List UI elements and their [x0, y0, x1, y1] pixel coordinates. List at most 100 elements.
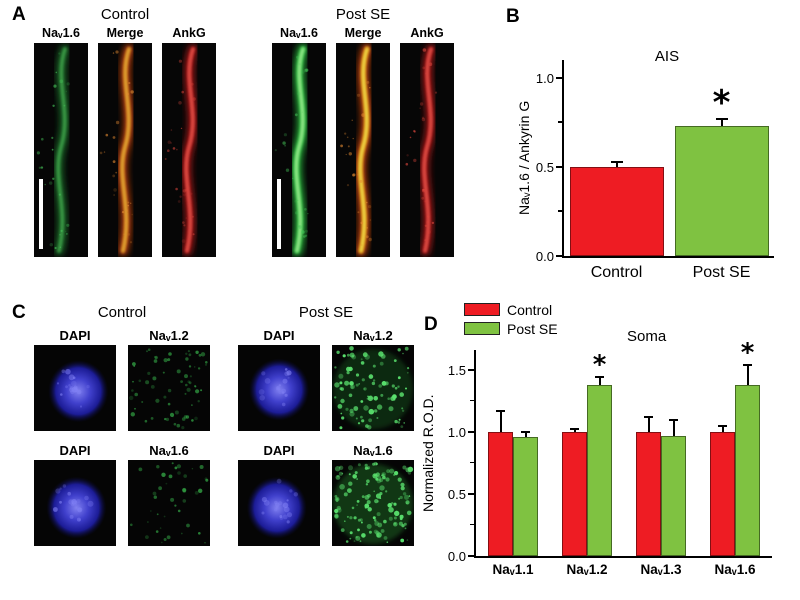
- column-ankg: AnkG: [162, 26, 216, 257]
- panel-a-group-control: Control Naᵥ1.6 Merge AnkG: [34, 6, 216, 257]
- merge-fluorescence-image: [336, 43, 390, 257]
- stain-label-merge: Merge: [344, 26, 382, 40]
- y-minor-tick: [558, 210, 562, 212]
- x-tick-label: Naᵥ1.6: [714, 562, 756, 577]
- bar: [562, 431, 587, 556]
- legend-label-postse: Post SE: [507, 320, 558, 337]
- stain-label-nav12: Naᵥ1.2: [149, 328, 189, 343]
- nav16-image: [332, 460, 414, 546]
- x-tick-label: Post SE: [692, 264, 751, 281]
- error-bar-cap: [644, 416, 653, 419]
- dapi-image: [238, 460, 320, 546]
- y-tick-label: 0.0: [535, 249, 554, 264]
- bar: [661, 435, 686, 556]
- stain-label-dapi: DAPI: [263, 328, 295, 343]
- dapi-image: [238, 345, 320, 431]
- y-tick-label: 0.5: [535, 159, 554, 175]
- y-tick-label: 1.5: [447, 362, 466, 378]
- stain-label-merge: Merge: [106, 26, 144, 40]
- column-nav16: Naᵥ1.6: [34, 26, 88, 257]
- panel-d: D Control Post SE Soma Normalized R.O.D.…: [412, 298, 800, 600]
- error-bar: [598, 377, 601, 385]
- error-bar-cap: [496, 409, 505, 412]
- nav16-fluorescence-image: [34, 43, 88, 257]
- x-tick-label: Naᵥ1.2: [566, 562, 608, 577]
- nav16-fluorescence-image: [272, 43, 326, 257]
- legend-item-control: Control: [464, 300, 558, 319]
- error-bar: [615, 161, 618, 167]
- stain-label-nav12: Naᵥ1.2: [353, 328, 393, 343]
- panel-c-label: C: [12, 302, 26, 323]
- error-bar-cap: [715, 117, 728, 120]
- bar: [587, 384, 612, 556]
- nav12-image: [332, 345, 414, 431]
- bar: [636, 431, 661, 556]
- chart-title-soma: Soma: [627, 328, 667, 345]
- bar: [569, 166, 664, 256]
- error-bar: [746, 364, 749, 385]
- group-title-postse: Post SE: [335, 6, 391, 23]
- error-bar-cap: [610, 160, 623, 163]
- y-tick: [556, 76, 562, 79]
- y-tick: [468, 368, 474, 371]
- bar: [488, 431, 513, 556]
- column-ankg: AnkG: [400, 26, 454, 257]
- error-bar-cap: [718, 424, 727, 427]
- error-bar-cap: [521, 430, 530, 433]
- ais-bar-chart: 0.0 0.5 1.0 Control Post SE *: [536, 60, 774, 281]
- bar: [710, 431, 735, 556]
- significance-asterisk: *: [592, 349, 607, 380]
- y-tick-label: 1.0: [447, 424, 466, 440]
- y-minor-tick: [470, 523, 474, 526]
- significance-asterisk: *: [712, 83, 731, 124]
- panel-b-label: B: [506, 6, 520, 27]
- error-bar-cap: [743, 363, 752, 366]
- panel-a-group-postse: Post SE Naᵥ1.6 Merge AnkG: [272, 6, 454, 257]
- stain-label-dapi: DAPI: [263, 443, 295, 458]
- panel-a-label: A: [12, 4, 26, 25]
- stain-label-nav16: Naᵥ1.6: [353, 443, 393, 458]
- y-tick: [468, 430, 474, 433]
- group-title-postse: Post SE: [298, 304, 354, 321]
- panel-a-groups: Control Naᵥ1.6 Merge AnkG: [34, 6, 488, 257]
- y-axis-label: Naᵥ1.6 / Ankyrin G: [516, 100, 532, 216]
- y-tick: [556, 255, 562, 257]
- y-tick: [468, 555, 474, 557]
- bar: [735, 384, 760, 556]
- x-tick-label: Naᵥ1.3: [640, 562, 682, 577]
- column-nav16: Naᵥ1.6: [272, 26, 326, 257]
- column-merge: Merge: [336, 26, 390, 257]
- y-tick-label: 0.0: [447, 549, 466, 564]
- error-bar: [524, 431, 527, 437]
- image-strip-row: Naᵥ1.6 Merge AnkG: [272, 26, 454, 257]
- stain-label-nav16: Naᵥ1.6: [42, 26, 80, 40]
- stain-label-dapi: DAPI: [59, 443, 91, 458]
- dapi-image: [34, 460, 116, 546]
- error-bar: [720, 118, 723, 126]
- stain-label-dapi: DAPI: [59, 328, 91, 343]
- panel-c-groups: Control DAPI Naᵥ1.2 DAPI Naᵥ1.6 Post SE …: [34, 304, 414, 546]
- group-title-control: Control: [97, 304, 147, 321]
- error-bar-cap: [570, 428, 579, 431]
- x-tick-label: Control: [590, 264, 643, 281]
- legend-label-control: Control: [507, 301, 553, 318]
- nav16-image: [128, 460, 210, 546]
- legend: Control Post SE: [464, 300, 558, 338]
- x-tick-label: Naᵥ1.1: [492, 562, 534, 577]
- error-bar: [721, 425, 724, 432]
- panel-a: A Control Naᵥ1.6 Merge AnkG: [10, 4, 488, 294]
- y-tick: [556, 165, 562, 168]
- ankg-fluorescence-image: [400, 43, 454, 257]
- merge-fluorescence-image: [98, 43, 152, 257]
- y-minor-tick: [470, 399, 474, 402]
- y-tick-label: 0.5: [447, 486, 466, 502]
- error-bar-cap: [595, 376, 604, 379]
- bar: [674, 125, 769, 256]
- legend-swatch-control: [464, 303, 500, 316]
- panel-c-group-postse: Post SE DAPI Naᵥ1.2 DAPI Naᵥ1.6: [238, 304, 414, 546]
- error-bar: [573, 429, 576, 432]
- group-title-control: Control: [100, 6, 150, 23]
- y-minor-tick: [470, 461, 474, 464]
- error-bar: [672, 419, 675, 436]
- column-merge: Merge: [98, 26, 152, 257]
